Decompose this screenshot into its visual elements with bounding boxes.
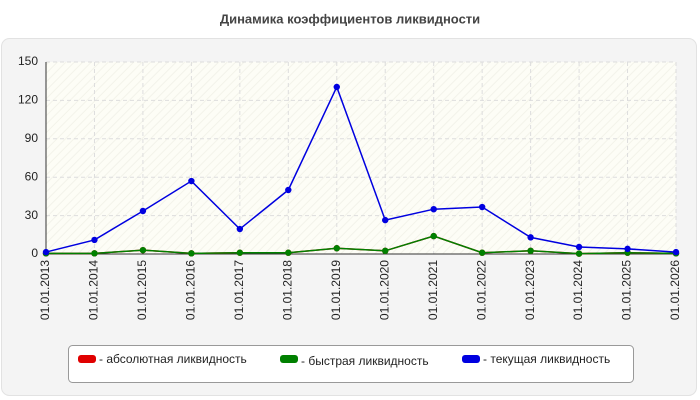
point xyxy=(236,225,244,233)
point xyxy=(188,177,195,185)
legend xyxy=(68,345,634,383)
point xyxy=(333,245,340,252)
y-tick-label: 30 xyxy=(25,208,39,222)
x-tick-label: 01.01.2024 xyxy=(571,260,585,320)
x-tick-label: 01.01.2023 xyxy=(523,260,537,320)
y-tick-label: 120 xyxy=(18,93,38,107)
point xyxy=(575,243,583,251)
point xyxy=(188,250,195,257)
point xyxy=(575,250,583,257)
point xyxy=(624,245,631,253)
point xyxy=(672,248,680,256)
point xyxy=(42,248,50,256)
legend-swatch xyxy=(280,355,298,363)
x-tick-label: 01.01.2014 xyxy=(87,260,101,320)
x-tick-label: 01.01.2015 xyxy=(135,260,149,320)
point xyxy=(139,207,147,215)
chart-title: Динамика коэффициентов ликвидности xyxy=(220,11,480,26)
point xyxy=(333,83,340,91)
x-tick-label: 01.01.2025 xyxy=(620,260,634,320)
legend-label: - абсолютная ликвидность xyxy=(99,352,247,366)
x-tick-label: 01.01.2013 xyxy=(38,260,52,320)
point xyxy=(91,250,98,257)
point xyxy=(527,234,534,241)
y-tick-label: 90 xyxy=(25,131,39,145)
point xyxy=(430,232,437,240)
point xyxy=(382,247,389,254)
x-tick-label: 01.01.2022 xyxy=(474,260,488,320)
point xyxy=(285,186,292,194)
y-tick-label: 60 xyxy=(25,169,39,183)
point xyxy=(139,246,147,254)
point xyxy=(236,249,244,256)
point xyxy=(478,203,486,211)
x-tick-label: 01.01.2020 xyxy=(377,260,391,320)
series-line xyxy=(46,235,677,255)
point xyxy=(382,216,389,224)
point xyxy=(430,206,437,213)
legend-swatch xyxy=(462,355,480,363)
point xyxy=(285,249,292,256)
x-tick-label: 01.01.2021 xyxy=(426,260,440,320)
point xyxy=(91,236,98,244)
x-tick-label: 01.01.2016 xyxy=(184,260,198,320)
y-tick-label: 150 xyxy=(18,54,38,68)
y-tick-label: 0 xyxy=(31,246,38,260)
x-tick-label: 01.01.2026 xyxy=(668,260,682,320)
point xyxy=(478,249,486,256)
series-line xyxy=(45,85,677,253)
x-tick-label: 01.01.2019 xyxy=(329,260,343,320)
legend-label: - быстрая ликвидность xyxy=(301,354,429,368)
x-tick-label: 01.01.2017 xyxy=(232,260,246,320)
plot-area xyxy=(46,62,676,254)
x-tick-label: 01.01.2018 xyxy=(280,260,294,320)
legend-label: - текущая ликвидность xyxy=(483,352,610,366)
legend-swatch xyxy=(78,355,96,363)
point xyxy=(527,247,534,254)
